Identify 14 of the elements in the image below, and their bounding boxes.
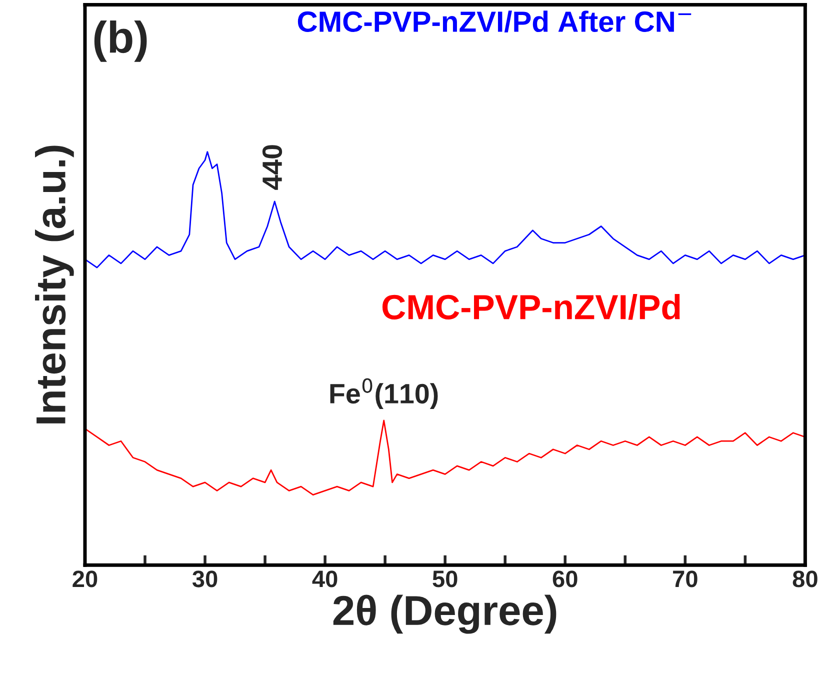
annotation: 440 [262,145,282,190]
annotation: Fe$^{0}$(110) [330,378,438,410]
x-tick-label: 40 [312,570,338,588]
text: CMC-PVP-nZVI/Pd [382,294,680,320]
x-axis-title: 2θ (Degree) [333,594,556,634]
y-axis-title: Intensity (a.u.) [35,146,74,424]
x-tick-label: 20 [72,570,98,588]
x-tick-label: 70 [673,570,698,588]
x-tick-label: 60 [552,570,578,588]
x-tick-label: 30 [192,570,218,588]
text: CMC-PVP-nZVI/Pd After CN$^{−}$ [298,10,692,32]
x-tick-label: 50 [432,570,458,588]
x-tick-label: 80 [792,570,818,588]
text: (b) [94,20,147,62]
